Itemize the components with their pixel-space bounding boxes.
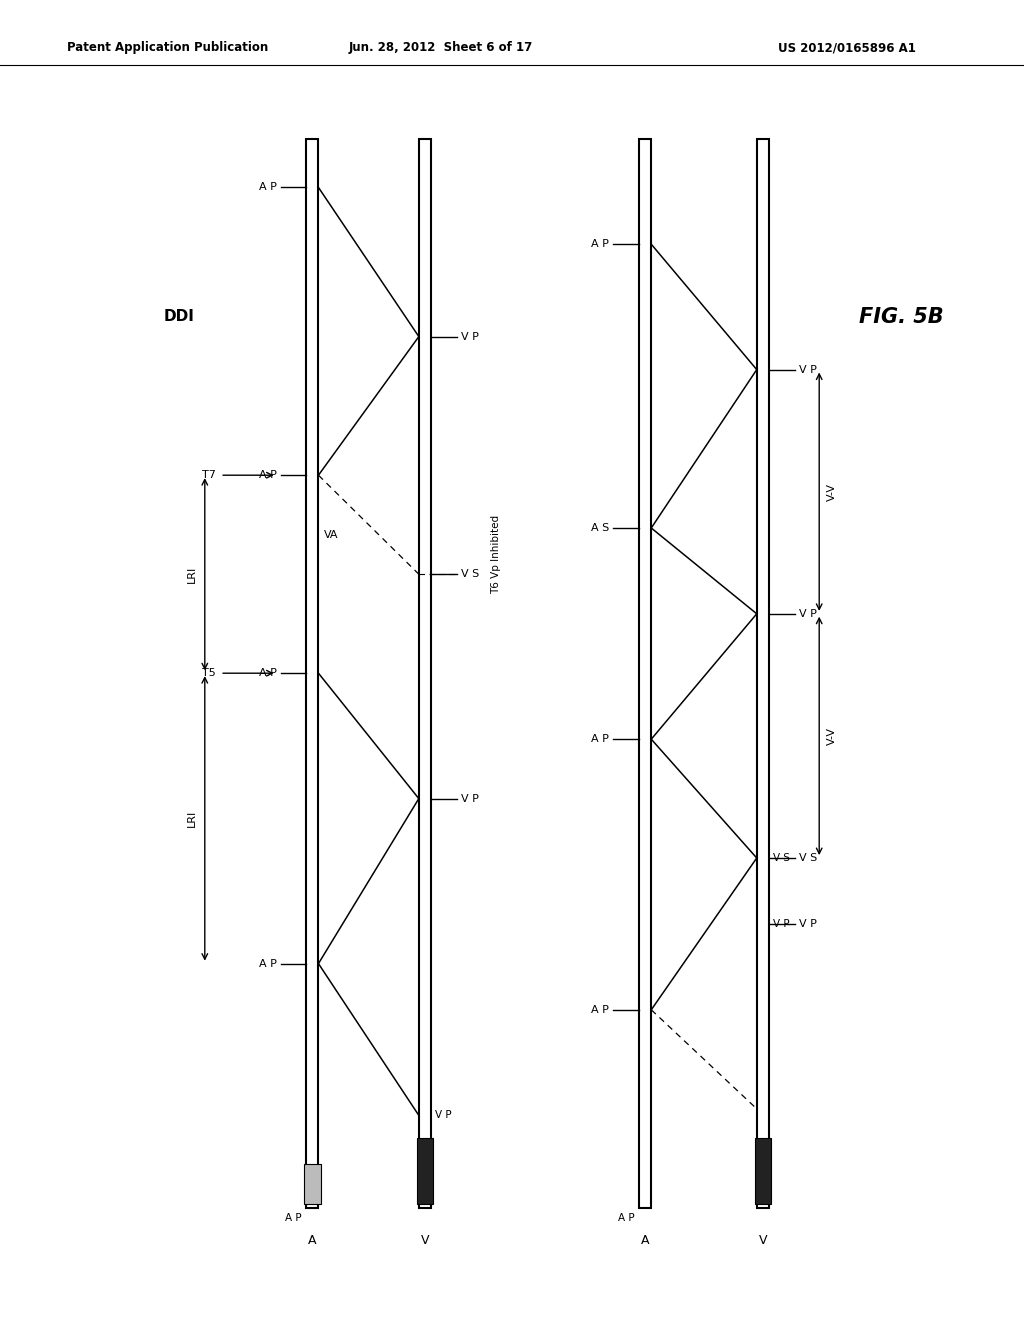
Text: FIG. 5B: FIG. 5B: [859, 306, 943, 327]
Text: Jun. 28, 2012  Sheet 6 of 17: Jun. 28, 2012 Sheet 6 of 17: [348, 41, 532, 54]
Text: V P: V P: [799, 364, 816, 375]
Text: LRI: LRI: [186, 565, 197, 583]
Text: A P: A P: [259, 958, 276, 969]
Bar: [755, 1138, 771, 1204]
Text: V: V: [421, 1234, 429, 1247]
Bar: [757, 139, 769, 1208]
Text: A: A: [308, 1234, 316, 1247]
Text: V P: V P: [435, 1110, 452, 1121]
Text: A P: A P: [259, 182, 276, 193]
Text: V S: V S: [461, 569, 479, 579]
Text: Patent Application Publication: Patent Application Publication: [67, 41, 268, 54]
Text: T5: T5: [203, 668, 216, 678]
Text: A P: A P: [259, 470, 276, 480]
Text: A P: A P: [618, 1213, 635, 1224]
Text: T7: T7: [202, 470, 216, 480]
Text: A P: A P: [592, 1005, 609, 1015]
Text: US 2012/0165896 A1: US 2012/0165896 A1: [778, 41, 916, 54]
Text: V-V: V-V: [827, 483, 838, 500]
Text: T6 Vp Inhibited: T6 Vp Inhibited: [492, 515, 502, 594]
Text: V S: V S: [799, 853, 817, 863]
Text: A P: A P: [259, 668, 276, 678]
Text: A: A: [641, 1234, 649, 1247]
Text: V S: V S: [773, 853, 791, 863]
Bar: [417, 1138, 433, 1204]
Text: V-V: V-V: [827, 727, 838, 744]
Text: VA: VA: [324, 529, 338, 540]
Text: A P: A P: [286, 1213, 302, 1224]
Text: A S: A S: [591, 523, 609, 533]
Text: V P: V P: [799, 919, 816, 929]
Text: V: V: [759, 1234, 767, 1247]
Bar: [306, 139, 318, 1208]
Text: V P: V P: [461, 793, 478, 804]
Bar: [304, 1164, 321, 1204]
Text: A P: A P: [592, 734, 609, 744]
Text: V P: V P: [799, 609, 816, 619]
Bar: [639, 139, 651, 1208]
Text: DDI: DDI: [164, 309, 195, 325]
Text: A P: A P: [592, 239, 609, 249]
Text: LRI: LRI: [186, 809, 197, 828]
Text: V P: V P: [773, 919, 790, 929]
Text: V P: V P: [461, 331, 478, 342]
Bar: [419, 139, 431, 1208]
